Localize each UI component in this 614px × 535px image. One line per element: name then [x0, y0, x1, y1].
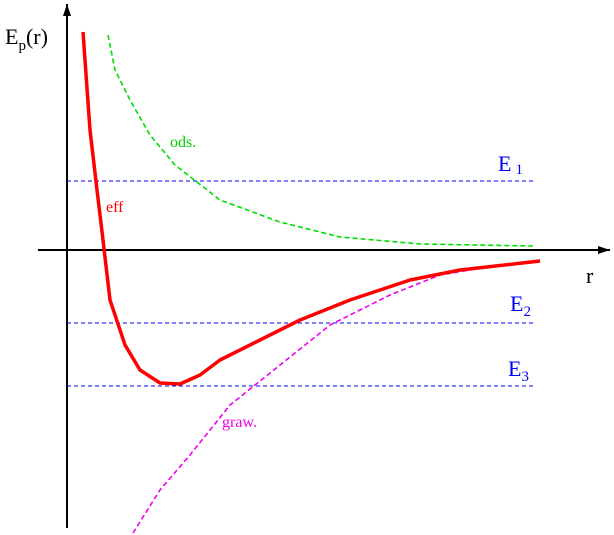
level-label: E3 — [508, 356, 529, 385]
gravitational-curve — [132, 264, 501, 534]
label-rest: (r) — [26, 24, 48, 49]
label-sub: p — [18, 38, 26, 54]
level-symbol: E — [498, 151, 511, 176]
level-label: E2 — [510, 291, 531, 320]
centrifugal-curve — [107, 34, 534, 247]
curve-label: graw. — [222, 414, 257, 431]
level-symbol: E — [510, 291, 523, 316]
x-axis-label: r — [586, 263, 594, 288]
level-index: 2 — [523, 304, 531, 320]
level-index: 1 — [515, 162, 523, 178]
curve-label: ods. — [170, 134, 196, 151]
y-axis-label: Ep(r) — [5, 24, 48, 54]
level-symbol: E — [508, 356, 521, 381]
effective-curve — [81, 31, 541, 386]
curve-label: eff — [106, 199, 124, 216]
label-main: E — [5, 24, 18, 49]
level-index: 3 — [521, 369, 529, 385]
